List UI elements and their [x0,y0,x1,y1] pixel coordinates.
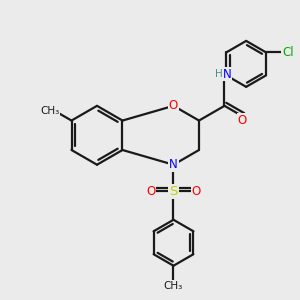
Text: N: N [223,68,231,80]
Text: H: H [215,69,223,79]
Text: O: O [238,114,247,127]
Text: CH₃: CH₃ [40,106,60,116]
Text: N: N [169,158,178,171]
Text: S: S [169,185,178,198]
Text: CH₃: CH₃ [164,281,183,291]
Text: O: O [169,99,178,112]
Text: O: O [146,185,155,198]
Text: Cl: Cl [282,46,294,59]
Text: O: O [192,185,201,198]
